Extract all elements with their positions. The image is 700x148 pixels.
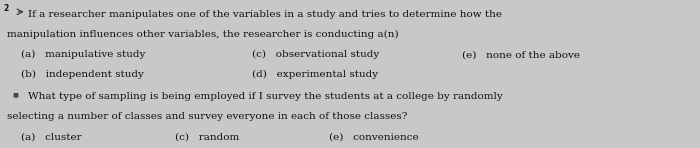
Text: 2: 2 bbox=[4, 4, 8, 13]
Text: What type of sampling is being employed if I survey the students at a college by: What type of sampling is being employed … bbox=[28, 92, 503, 101]
Text: manipulation influences other variables, the researcher is conducting a(n): manipulation influences other variables,… bbox=[7, 30, 398, 40]
Text: (a)   cluster: (a) cluster bbox=[21, 132, 82, 141]
Text: (e)   convenience: (e) convenience bbox=[329, 132, 419, 141]
Text: (a)   manipulative study: (a) manipulative study bbox=[21, 50, 146, 59]
Text: (b)   independent study: (b) independent study bbox=[21, 70, 144, 79]
Text: If a researcher manipulates one of the variables in a study and tries to determi: If a researcher manipulates one of the v… bbox=[28, 10, 502, 19]
Text: (c)   observational study: (c) observational study bbox=[252, 50, 379, 59]
Text: selecting a number of classes and survey everyone in each of those classes?: selecting a number of classes and survey… bbox=[7, 112, 407, 121]
Text: (d)   experimental study: (d) experimental study bbox=[252, 70, 378, 79]
Text: ■: ■ bbox=[13, 92, 18, 97]
Text: (c)   random: (c) random bbox=[175, 132, 239, 141]
Text: (e)   none of the above: (e) none of the above bbox=[462, 50, 580, 59]
